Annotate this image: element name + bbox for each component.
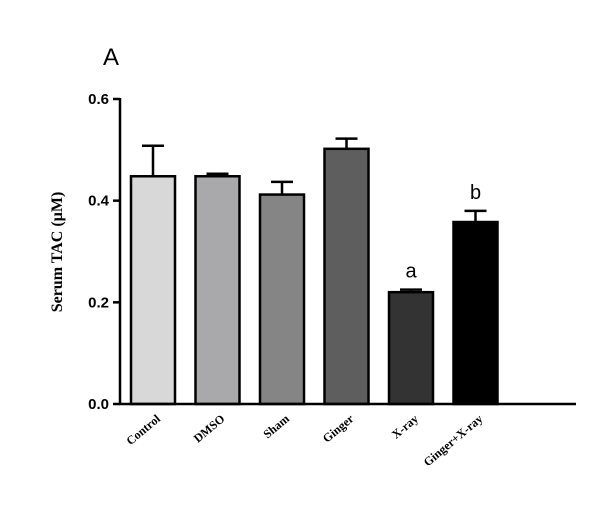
significance-label: b — [470, 182, 481, 204]
x-tick-label: Control — [123, 411, 163, 448]
significance-label: a — [405, 261, 417, 283]
panel-label: A — [103, 44, 119, 71]
x-tick-label: Ginger — [320, 411, 357, 445]
y-tick-label: 0.2 — [88, 294, 109, 311]
bar — [452, 220, 499, 406]
bar — [323, 147, 370, 406]
x-tick-label: DMSO — [191, 412, 228, 446]
y-axis-ticks: 0.0 0.2 0.4 0.6 — [88, 91, 120, 413]
x-tick-label: X-ray — [389, 412, 421, 442]
bars: ab — [129, 137, 499, 406]
y-tick-label: 0.0 — [88, 396, 109, 413]
bar — [387, 290, 435, 406]
y-tick-label: 0.6 — [88, 91, 109, 108]
x-tick-label: Sham — [260, 412, 291, 442]
bar — [129, 175, 177, 406]
x-axis-tick-labels: Control DMSO Sham Ginger X-ray Ginger+X-ray — [123, 411, 485, 469]
bar — [194, 175, 241, 406]
x-tick-label: Ginger+X-ray — [421, 412, 486, 470]
y-tick-label: 0.4 — [88, 193, 110, 210]
y-axis-label: Serum TAC (µM) — [49, 192, 66, 313]
bar — [258, 193, 306, 406]
